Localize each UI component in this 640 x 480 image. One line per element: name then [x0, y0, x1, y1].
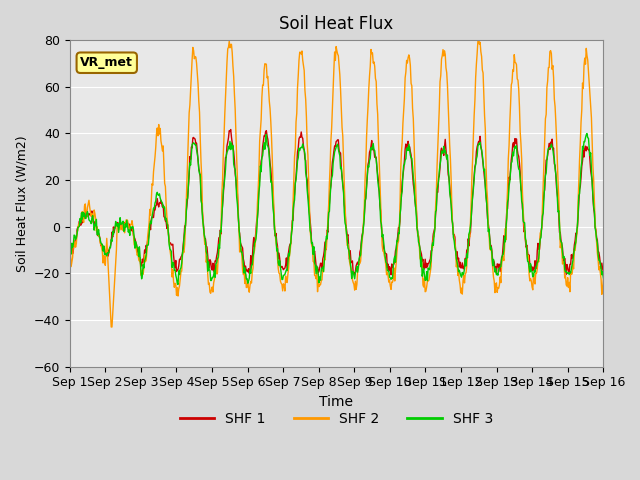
Line: SHF 1: SHF 1 — [70, 130, 604, 275]
SHF 1 — [419, 258, 426, 264]
SHF 3 — [186, 169, 193, 175]
SHF 2 — [418, 258, 426, 264]
SHF 2 — [214, 271, 221, 276]
SHF 3 — [583, 131, 591, 136]
SHF 1 — [600, 269, 607, 275]
SHF 2 — [600, 276, 607, 282]
Line: SHF 2: SHF 2 — [70, 37, 604, 327]
SHF 2 — [402, 69, 410, 75]
SHF 3 — [131, 235, 138, 241]
SHF 1 — [387, 272, 395, 277]
SHF 2 — [76, 222, 83, 228]
SHF 1 — [184, 183, 192, 189]
SHF 3 — [174, 282, 182, 288]
SHF 3 — [214, 256, 221, 262]
SHF 3 — [418, 254, 426, 260]
Y-axis label: Soil Heat Flux (W/m2): Soil Heat Flux (W/m2) — [15, 135, 28, 272]
Line: SHF 3: SHF 3 — [70, 133, 604, 285]
SHF 1 — [227, 127, 234, 132]
Legend: SHF 1, SHF 2, SHF 3: SHF 1, SHF 2, SHF 3 — [174, 407, 499, 432]
SHF 2 — [108, 324, 115, 330]
SHF 1 — [76, 218, 83, 224]
SHF 1 — [131, 235, 138, 240]
Text: VR_met: VR_met — [81, 56, 133, 69]
SHF 2 — [186, 110, 193, 116]
SHF 3 — [66, 250, 74, 255]
SHF 3 — [402, 156, 410, 162]
SHF 3 — [76, 224, 83, 229]
X-axis label: Time: Time — [319, 395, 353, 409]
SHF 1 — [66, 246, 74, 252]
SHF 3 — [600, 275, 607, 281]
SHF 2 — [475, 35, 483, 40]
SHF 2 — [66, 254, 74, 260]
SHF 1 — [212, 253, 220, 259]
SHF 1 — [403, 145, 410, 151]
Title: Soil Heat Flux: Soil Heat Flux — [279, 15, 394, 33]
SHF 2 — [131, 241, 139, 247]
